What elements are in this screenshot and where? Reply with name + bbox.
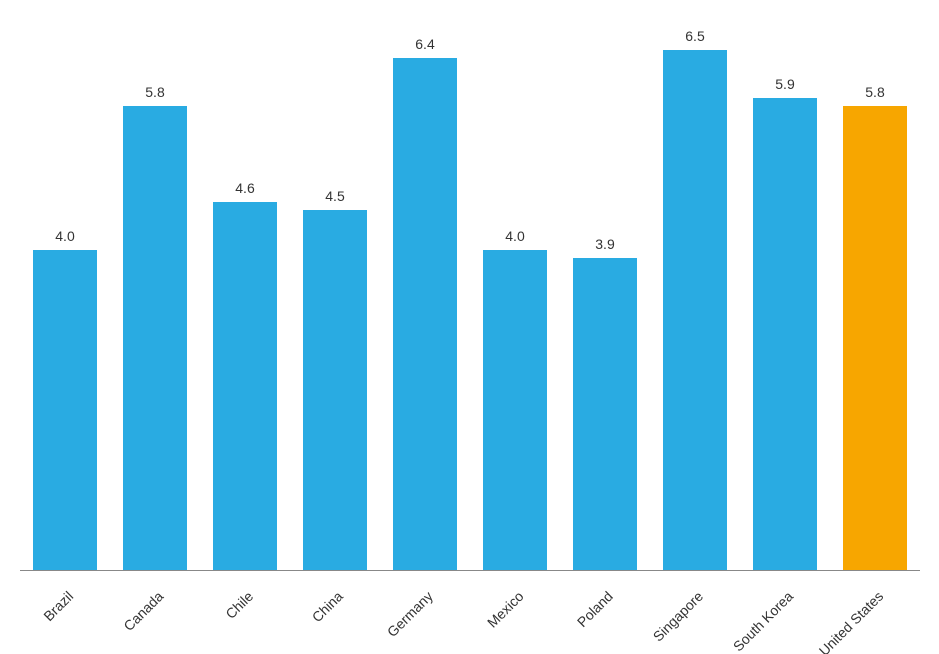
category-label: South Korea [730, 588, 796, 654]
bar [213, 202, 278, 570]
category-label: Poland [574, 588, 616, 630]
value-label: 3.9 [595, 236, 614, 252]
bar-slot: 4.0 [470, 10, 560, 570]
country-bar-chart: 4.0 5.8 4.6 4.5 6.4 4.0 3.9 6.5 5.9 5.8 Brazil Can… [0, 0, 939, 654]
category-label: China [309, 588, 346, 625]
bar [843, 106, 908, 570]
bar-slot: 4.6 [200, 10, 290, 570]
category-label: Canada [120, 588, 166, 634]
bar [303, 210, 368, 570]
category-label: Brazil [40, 588, 76, 624]
value-label: 6.4 [415, 36, 434, 52]
plot-area: 4.0 5.8 4.6 4.5 6.4 4.0 3.9 6.5 5.9 5.8 [20, 10, 920, 570]
bar [663, 50, 728, 570]
bar-slot: 6.5 [650, 10, 740, 570]
bar-slot: 3.9 [560, 10, 650, 570]
value-label: 4.0 [55, 228, 74, 244]
bar [753, 98, 818, 570]
value-label: 6.5 [685, 28, 704, 44]
bar-slot: 5.8 [830, 10, 920, 570]
value-label: 4.6 [235, 180, 254, 196]
bar-slot: 4.5 [290, 10, 380, 570]
bar-slot: 5.9 [740, 10, 830, 570]
category-label: Mexico [484, 588, 527, 631]
bar-slot: 6.4 [380, 10, 470, 570]
value-label: 5.8 [865, 84, 884, 100]
category-label: Germany [384, 588, 436, 640]
bar [483, 250, 548, 570]
bar [573, 258, 638, 570]
bar [393, 58, 458, 570]
category-label: Chile [222, 588, 256, 622]
bar-slot: 5.8 [110, 10, 200, 570]
value-label: 4.0 [505, 228, 524, 244]
value-label: 5.9 [775, 76, 794, 92]
x-axis-labels: Brazil Canada Chile China Germany Mexico Polan… [20, 570, 920, 654]
bar [33, 250, 98, 570]
bar [123, 106, 188, 570]
category-label: Singapore [650, 588, 706, 644]
value-label: 4.5 [325, 188, 344, 204]
bar-slot: 4.0 [20, 10, 110, 570]
value-label: 5.8 [145, 84, 164, 100]
bars-container: 4.0 5.8 4.6 4.5 6.4 4.0 3.9 6.5 5.9 5.8 [20, 10, 920, 570]
category-label: United States [816, 588, 887, 654]
